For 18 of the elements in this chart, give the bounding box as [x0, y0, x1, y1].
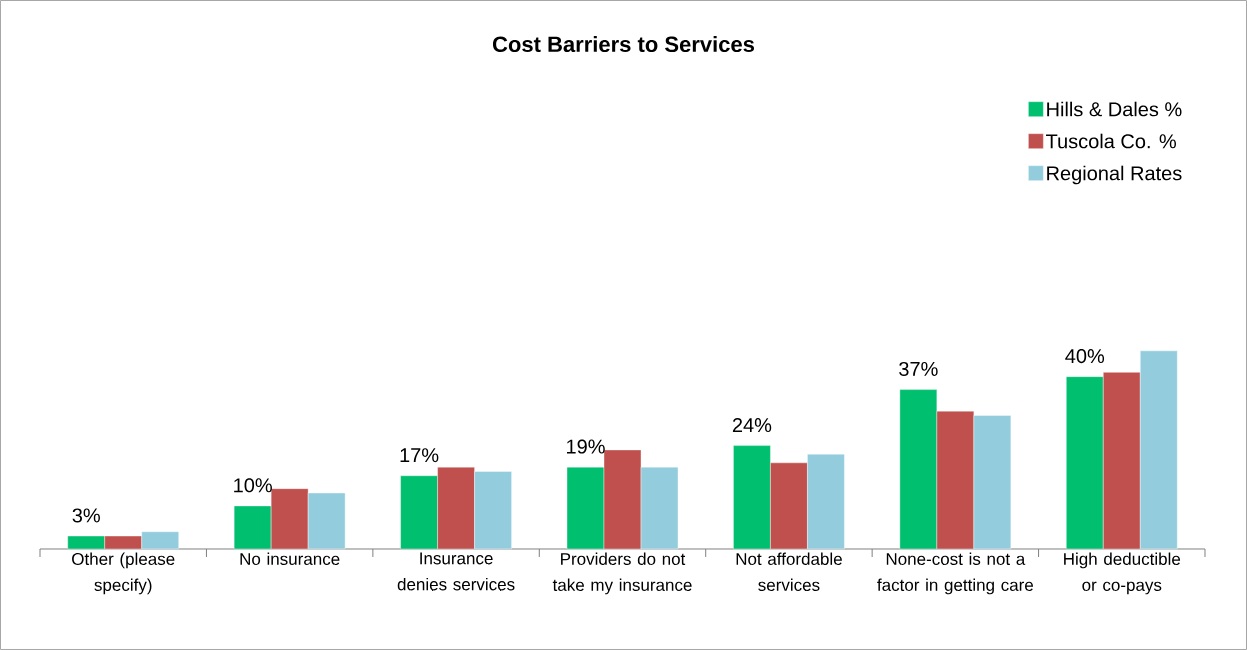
data-label: 24% — [732, 417, 772, 433]
legend-label: Tuscola Co. % — [1046, 133, 1176, 149]
data-label: 40% — [1065, 348, 1105, 364]
x-tick-label: No insurance — [240, 552, 340, 566]
data-label: 10% — [234, 478, 272, 493]
x-tick-label: None-cost is not a factor in getting care — [877, 552, 1033, 595]
x-tick-label: Insurance denies services — [397, 552, 515, 591]
chart-title: Cost Barriers to Services — [492, 35, 755, 53]
x-tick-label: Other (please specify) — [72, 552, 175, 595]
data-label: 17% — [400, 448, 439, 463]
data-label: 3% — [72, 508, 100, 523]
legend-label: Hills & Dales % — [1047, 101, 1182, 117]
x-tick-label: Providers do not take my insurance — [552, 552, 692, 595]
data-label: 37% — [899, 361, 938, 377]
legend-label: Regional Rates — [1047, 165, 1182, 185]
x-tick-label: Not affordable services — [736, 552, 842, 592]
x-tick-label: High deductible or co-pays — [1064, 552, 1181, 595]
data-label: 19% — [567, 439, 605, 454]
